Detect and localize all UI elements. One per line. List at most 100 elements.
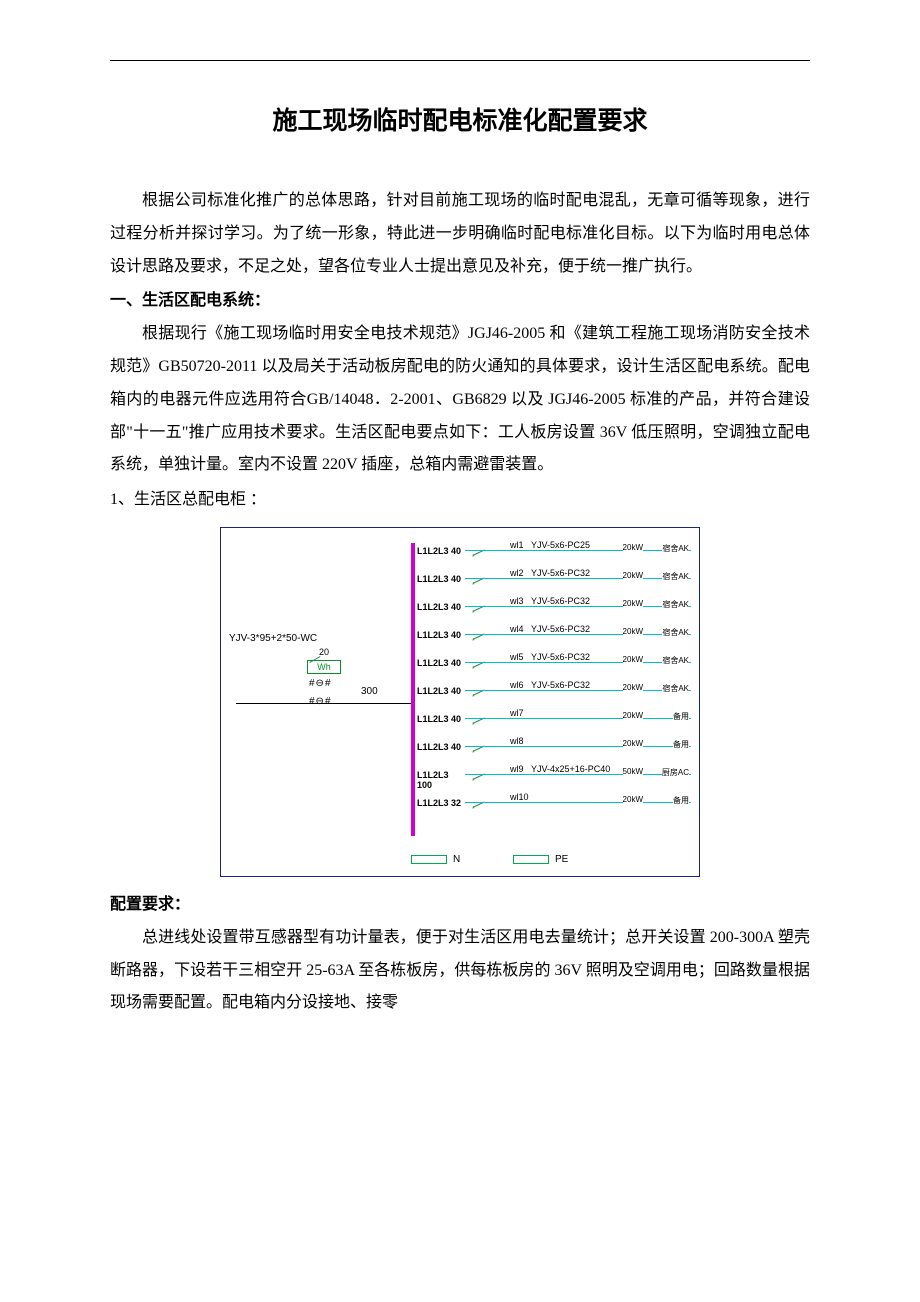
circuit-wire [465, 662, 691, 663]
intro-paragraph: 根据公司标准化推广的总体思路，针对目前施工现场的临时配电混乱，无章可循等现象，进… [110, 185, 810, 283]
circuit-wire [465, 690, 691, 691]
circuit-cable: YJV-5x6-PC32 [531, 680, 590, 690]
star-icon: * [472, 610, 475, 617]
circuit-id: wl6 [509, 680, 525, 690]
star-icon: * [472, 778, 475, 785]
circuit-destination: 备用 [673, 795, 689, 806]
circuit-row: L1L2L3 40 * wl8 20kW 备用 [417, 732, 691, 756]
circuit-destination: 厨房AC [662, 767, 689, 778]
circuit-id: wl9 [509, 764, 525, 774]
circuit-destination: 宿舍AK [662, 599, 689, 610]
circuit-cable: YJV-4x25+16-PC40 [531, 764, 610, 774]
incoming-line [236, 703, 281, 704]
circuit-wire [465, 578, 691, 579]
circuit-load: 20kW [623, 655, 643, 664]
circuit-row: L1L2L3 100*wl9YJV-4x25+16-PC4050kW厨房AC [417, 760, 691, 784]
circuit-row: L1L2L3 40 * wl6 YJV-5x6-PC32 20kW 宿舍AK [417, 676, 691, 700]
circuit-breaker-label: L1L2L3 40 [417, 742, 463, 752]
star-icon: * [472, 666, 475, 673]
circuit-id: wl7 [509, 708, 525, 718]
star-icon: * [472, 582, 475, 589]
main-breaker-rating: 300 [361, 686, 378, 697]
star-icon: * [472, 554, 475, 561]
circuit-breaker-label: L1L2L3 40 [417, 658, 463, 668]
circuit-destination: 备用 [673, 711, 689, 722]
circuit-destination: 备用 [673, 739, 689, 750]
circuit-id: wl1 [509, 540, 525, 550]
circuit-load: 20kW [623, 543, 643, 552]
circuit-load: 20kW [623, 711, 643, 720]
circuit-breaker-label: L1L2L3 40 [417, 630, 463, 640]
circuit-wire [465, 746, 691, 747]
circuit-id: wl4 [509, 624, 525, 634]
circuit-breaker-label: L1L2L3 40 [417, 686, 463, 696]
circuit-load: 20kW [623, 795, 643, 804]
star-icon: * [472, 694, 475, 701]
legend-n-box [411, 855, 447, 864]
ct-symbol-1: #⊖# [309, 678, 332, 689]
circuit-load: 50kW [623, 767, 643, 776]
circuit-row: L1L2L3 40 * wl1 YJV-5x6-PC25 20kW 宿舍AK [417, 536, 691, 560]
circuit-load: 20kW [623, 627, 643, 636]
circuit-destination: 宿舍AK [662, 627, 689, 638]
circuit-wire [465, 606, 691, 607]
circuit-breaker-label: L1L2L3 32 [417, 798, 463, 808]
legend-pe-box [513, 855, 549, 864]
circuit-wire [465, 634, 691, 635]
page-title: 施工现场临时配电标准化配置要求 [110, 101, 810, 137]
circuit-destination: 宿舍AK [662, 543, 689, 554]
star-icon: * [472, 750, 475, 757]
requirements-heading: 配置要求： [110, 889, 810, 922]
circuit-load: 20kW [623, 739, 643, 748]
legend-pe-label: PE [555, 854, 568, 865]
section-1-heading: 一、生活区配电系统： [110, 285, 810, 318]
circuit-cable: YJV-5x6-PC32 [531, 624, 590, 634]
incoming-cable-label: YJV-3*95+2*50-WC [229, 633, 317, 644]
circuit-id: wl8 [509, 736, 525, 746]
circuit-wire [465, 550, 691, 551]
circuit-load: 20kW [623, 571, 643, 580]
top-rule [110, 60, 810, 61]
legend-n-label: N [453, 854, 460, 865]
circuit-row: L1L2L3 40 * wl3 YJV-5x6-PC32 20kW 宿舍AK [417, 592, 691, 616]
circuit-wire [465, 718, 691, 719]
circuit-destination: 宿舍AK [662, 571, 689, 582]
circuit-breaker-label: L1L2L3 100 [417, 770, 463, 790]
circuit-id: wl5 [509, 652, 525, 662]
circuit-destination: 宿舍AK [662, 683, 689, 694]
circuit-row: L1L2L3 40 * wl4 YJV-5x6-PC32 20kW 宿舍AK [417, 620, 691, 644]
circuit-wire [465, 802, 691, 803]
circuit-cable: YJV-5x6-PC32 [531, 568, 590, 578]
meter-box: Wh [307, 660, 341, 674]
section-1-body: 根据现行《施工现场临时用安全电技术规范》JGJ46-2005 和《建筑工程施工现… [110, 318, 810, 482]
circuit-breaker-label: L1L2L3 40 [417, 574, 463, 584]
circuit-id: wl2 [509, 568, 525, 578]
circuit-breaker-label: L1L2L3 40 [417, 714, 463, 724]
busbar [411, 543, 415, 836]
circuit-load: 20kW [623, 599, 643, 608]
star-icon: * [472, 722, 475, 729]
circuit-load: 20kW [623, 683, 643, 692]
distribution-diagram: YJV-3*95+2*50-WC 20 Wh #⊖# #⊖# 300 L1L2L… [220, 527, 700, 877]
section-1-item-1: 1、生活区总配电柜 ： [110, 484, 810, 517]
diagram-frame: YJV-3*95+2*50-WC 20 Wh #⊖# #⊖# 300 L1L2L… [220, 527, 700, 877]
incoming-connector [281, 703, 411, 704]
star-icon: * [472, 638, 475, 645]
star-icon: * [472, 806, 475, 813]
circuit-cable: YJV-5x6-PC25 [531, 540, 590, 550]
ct-symbol-2: #⊖# [309, 696, 332, 707]
circuit-row: L1L2L3 40 * wl5 YJV-5x6-PC32 20kW 宿舍AK [417, 648, 691, 672]
legend: N PE [411, 854, 689, 868]
circuit-row: L1L2L3 40 * wl7 20kW 备用 [417, 704, 691, 728]
circuit-cable: YJV-5x6-PC32 [531, 596, 590, 606]
circuit-row: L1L2L3 32 * wl10 20kW 备用 [417, 788, 691, 812]
circuit-id: wl3 [509, 596, 525, 606]
circuit-id: wl10 [509, 792, 530, 802]
circuit-breaker-label: L1L2L3 40 [417, 602, 463, 612]
circuit-cable: YJV-5x6-PC32 [531, 652, 590, 662]
requirements-body: 总进线处设置带互感器型有功计量表，便于对生活区用电去量统计；总开关设置 200-… [110, 922, 810, 1020]
circuit-row: L1L2L3 40 * wl2 YJV-5x6-PC32 20kW 宿舍AK [417, 564, 691, 588]
circuit-destination: 宿舍AK [662, 655, 689, 666]
circuit-breaker-label: L1L2L3 40 [417, 546, 463, 556]
circuit-wire [465, 774, 691, 775]
